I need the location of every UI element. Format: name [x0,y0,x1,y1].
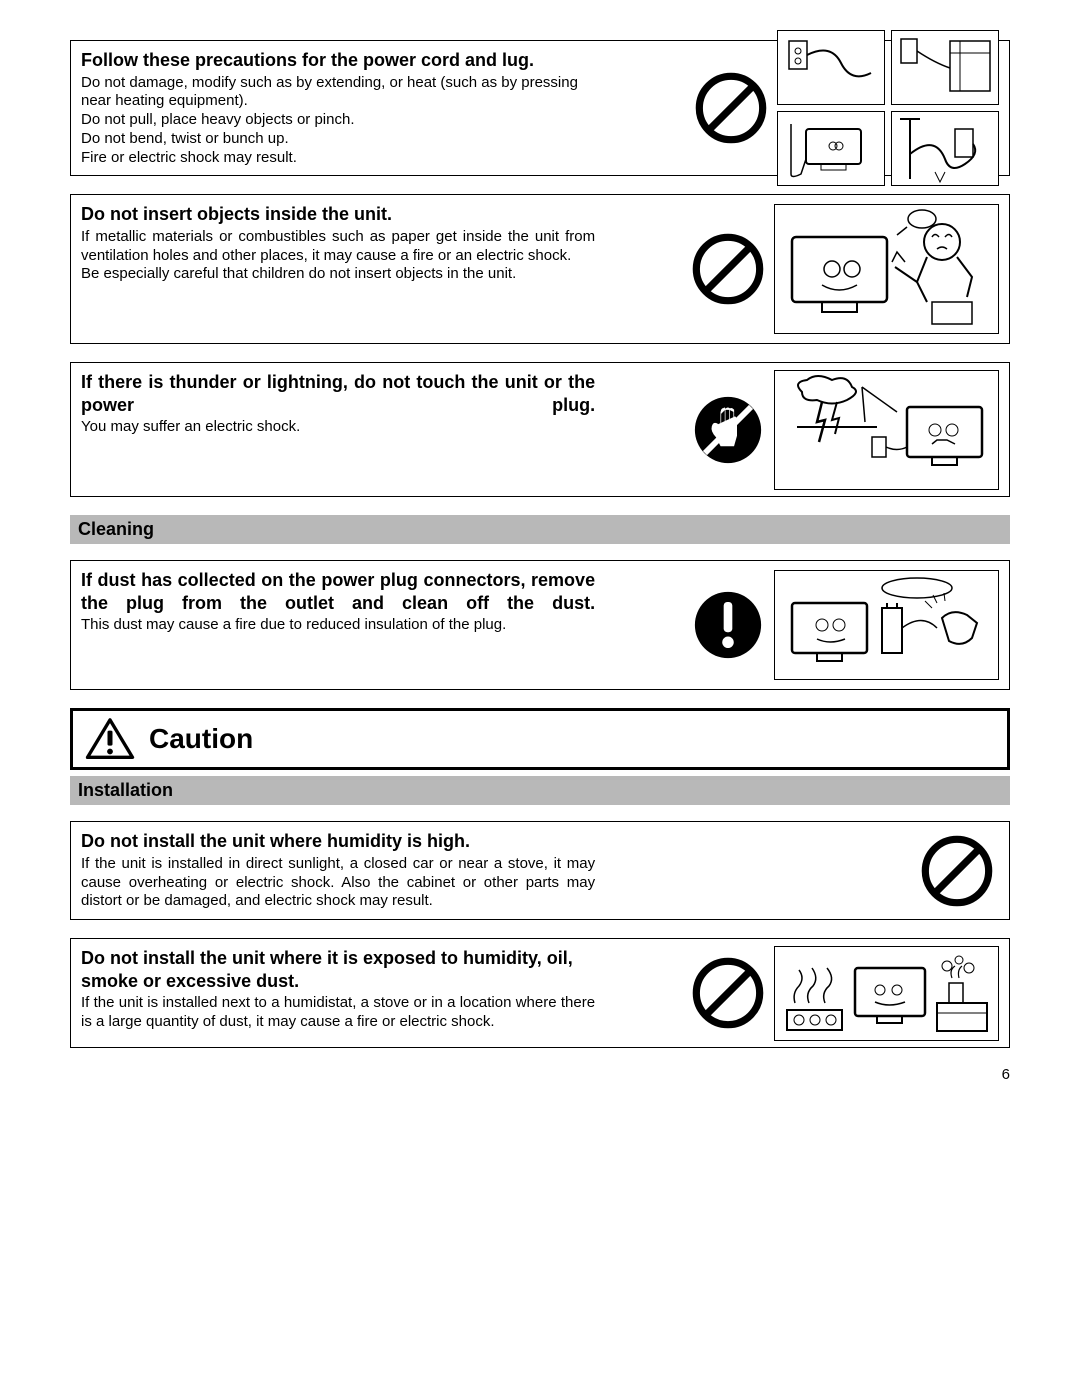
no-touch-icon [692,394,764,466]
icon-area [692,371,999,488]
prohibit-icon [695,72,767,144]
illustration-grid [777,30,999,186]
prohibit-icon [692,957,764,1029]
caution-label: Caution [149,723,253,755]
body-line: You may suffer an electric shock. [81,418,595,437]
illustration [774,370,999,490]
prohibit-icon [921,835,993,907]
body-line: This dust may cause a fire due to reduce… [81,616,595,635]
heading: Follow these precautions for the power c… [81,49,595,72]
illustration [777,30,885,105]
caution-heading-bar: Caution [70,708,1010,770]
body-line: If the unit is installed next to a humid… [81,994,595,1032]
heading: If dust has collected on the power plug … [81,569,595,614]
section-bar-cleaning: Cleaning [70,515,1010,544]
precaution-block-dust: If dust has collected on the power plug … [70,560,1010,690]
body-line: Be especially careful that children do n… [81,265,595,284]
icon-area [695,49,999,167]
precaution-block-humidity: Do not install the unit where humidity i… [70,821,1010,920]
illustration [774,570,999,680]
icon-area [692,569,999,681]
mandatory-icon [692,589,764,661]
heading: Do not install the unit where it is expo… [81,947,595,992]
body-line: Do not damage, modify such as by extendi… [81,74,595,112]
illustration [891,30,999,105]
icon-area [692,203,999,335]
page-number: 6 [70,1066,1010,1083]
body-line: Do not bend, twist or bunch up. [81,130,595,149]
body-line: Do not pull, place heavy objects or pinc… [81,111,595,130]
illustration [774,204,999,334]
heading: Do not insert objects inside the unit. [81,203,595,226]
body-line: If the unit is installed in direct sunli… [81,855,595,911]
precaution-block-insert: Do not insert objects inside the unit. I… [70,194,1010,344]
body-line: If metallic materials or combustibles su… [81,228,595,266]
illustration [891,111,999,186]
icon-area [921,830,993,911]
body-line: Fire or electric shock may result. [81,149,595,168]
section-bar-installation: Installation [70,776,1010,805]
precaution-block-powercord: Follow these precautions for the power c… [70,40,1010,176]
illustration [777,111,885,186]
heading: If there is thunder or lightning, do not… [81,371,595,416]
heading: Do not install the unit where humidity i… [81,830,595,853]
precaution-block-thunder: If there is thunder or lightning, do not… [70,362,1010,497]
precaution-block-humidity2: Do not install the unit where it is expo… [70,938,1010,1048]
caution-triangle-icon [85,717,135,761]
icon-area [692,947,999,1039]
illustration [774,946,999,1041]
prohibit-icon [692,233,764,305]
